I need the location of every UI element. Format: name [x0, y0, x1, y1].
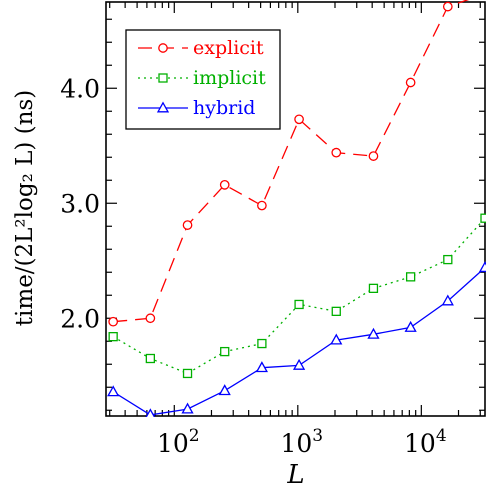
data-point-implicit — [443, 254, 453, 265]
x-axis-title: L — [286, 460, 304, 490]
y-tick-label: 4.0 — [60, 74, 100, 103]
data-point-explicit — [257, 200, 267, 211]
data-point-explicit — [405, 77, 416, 88]
data-point-explicit — [145, 313, 156, 324]
data-point-explicit — [331, 147, 342, 158]
legend-label: hybrid — [193, 97, 255, 119]
legend-marker — [158, 73, 168, 83]
data-point-implicit — [220, 346, 230, 357]
series-layer — [107, 0, 486, 417]
series-line-hybrid — [112, 267, 486, 416]
data-point-hybrid — [218, 384, 231, 396]
data-point-hybrid — [330, 333, 343, 345]
x-tick-label: 103 — [280, 426, 323, 458]
data-point-implicit — [331, 306, 341, 317]
data-point-implicit — [480, 213, 486, 223]
data-point-implicit — [294, 299, 304, 310]
data-point-hybrid — [255, 361, 269, 373]
plot-area — [105, 1, 486, 417]
x-tick-label: 104 — [404, 426, 447, 458]
y-tick-label: 3.0 — [60, 189, 100, 218]
legend-box — [125, 29, 281, 130]
axis-ticks: 102 103 104 2.0 3.0 4.0 — [60, 2, 485, 458]
data-point-implicit — [368, 283, 379, 294]
data-point-hybrid — [367, 327, 380, 339]
data-point-hybrid — [181, 402, 194, 414]
data-point-implicit — [405, 272, 416, 282]
series-implicit — [108, 213, 486, 379]
y-tick-label: 2.0 — [60, 304, 100, 333]
data-point-explicit — [108, 316, 119, 327]
data-point-hybrid — [441, 294, 454, 306]
data-point-explicit — [294, 114, 304, 125]
data-point-hybrid — [478, 261, 486, 273]
data-point-hybrid — [292, 358, 306, 370]
data-point-hybrid — [107, 385, 120, 397]
y-axis-title: time/(2L²log₂ L) (ns) — [12, 90, 38, 326]
legend-marker — [156, 101, 170, 113]
series-line-implicit — [112, 217, 486, 375]
data-point-explicit — [368, 151, 379, 161]
data-point-hybrid — [145, 408, 156, 417]
legend-label: explicit — [193, 37, 264, 59]
plot-frame — [105, 1, 486, 417]
data-point-explicit — [182, 220, 193, 230]
data-point-implicit — [182, 368, 193, 379]
legend: explicit implicit hybrid — [125, 29, 281, 130]
legend-item-implicit: implicit — [138, 67, 266, 89]
legend-marker — [158, 43, 168, 53]
series-explicit — [108, 0, 470, 327]
legend-item-hybrid: hybrid — [138, 97, 255, 119]
x-tick-label: 102 — [157, 426, 200, 458]
data-point-explicit — [442, 1, 453, 12]
legend-label: implicit — [193, 67, 266, 89]
data-point-implicit — [257, 338, 267, 349]
data-point-explicit — [219, 180, 230, 190]
data-point-implicit — [145, 353, 155, 364]
legend-item-explicit: explicit — [138, 37, 264, 59]
series-hybrid — [107, 261, 486, 417]
data-point-implicit — [108, 331, 118, 342]
data-point-hybrid — [404, 320, 417, 332]
